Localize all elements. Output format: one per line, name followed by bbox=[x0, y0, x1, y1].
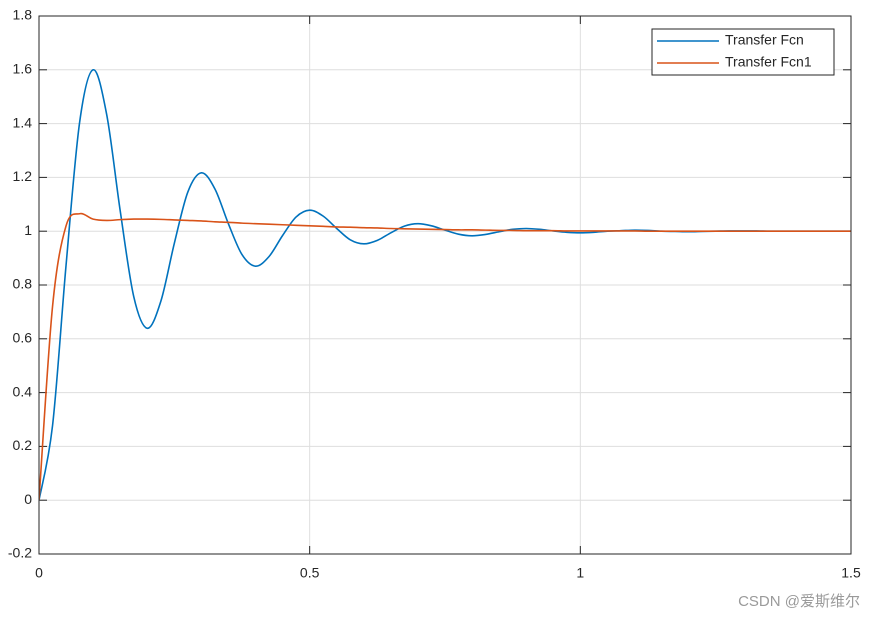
x-tick-label: 0 bbox=[35, 565, 43, 581]
y-tick-label: 0 bbox=[24, 491, 32, 507]
axes-box bbox=[38, 15, 852, 555]
y-tick-label: 0.4 bbox=[13, 383, 33, 399]
y-tick-label: 1 bbox=[24, 222, 32, 238]
legend-box bbox=[651, 28, 835, 76]
legend-label: Transfer Fcn1 bbox=[725, 54, 812, 70]
watermark: CSDN @爱斯维尔 bbox=[738, 593, 860, 610]
x-tick-label: 1.5 bbox=[841, 565, 861, 581]
y-tick-label: 1.6 bbox=[13, 61, 33, 77]
y-tick-label: 1.2 bbox=[13, 168, 33, 184]
series-line bbox=[39, 212, 851, 501]
y-tick-label: 0.8 bbox=[13, 276, 33, 292]
y-tick-label: 0.2 bbox=[13, 437, 33, 453]
legend-label: Transfer Fcn bbox=[725, 32, 804, 48]
x-tick-label: 0.5 bbox=[300, 565, 320, 581]
y-tick-label: -0.2 bbox=[8, 545, 32, 561]
y-tick-label: 1.4 bbox=[13, 114, 33, 130]
y-tick-label: 0.6 bbox=[13, 330, 33, 346]
x-tick-label: 1 bbox=[576, 565, 584, 581]
y-tick-label: 1.8 bbox=[13, 7, 33, 23]
